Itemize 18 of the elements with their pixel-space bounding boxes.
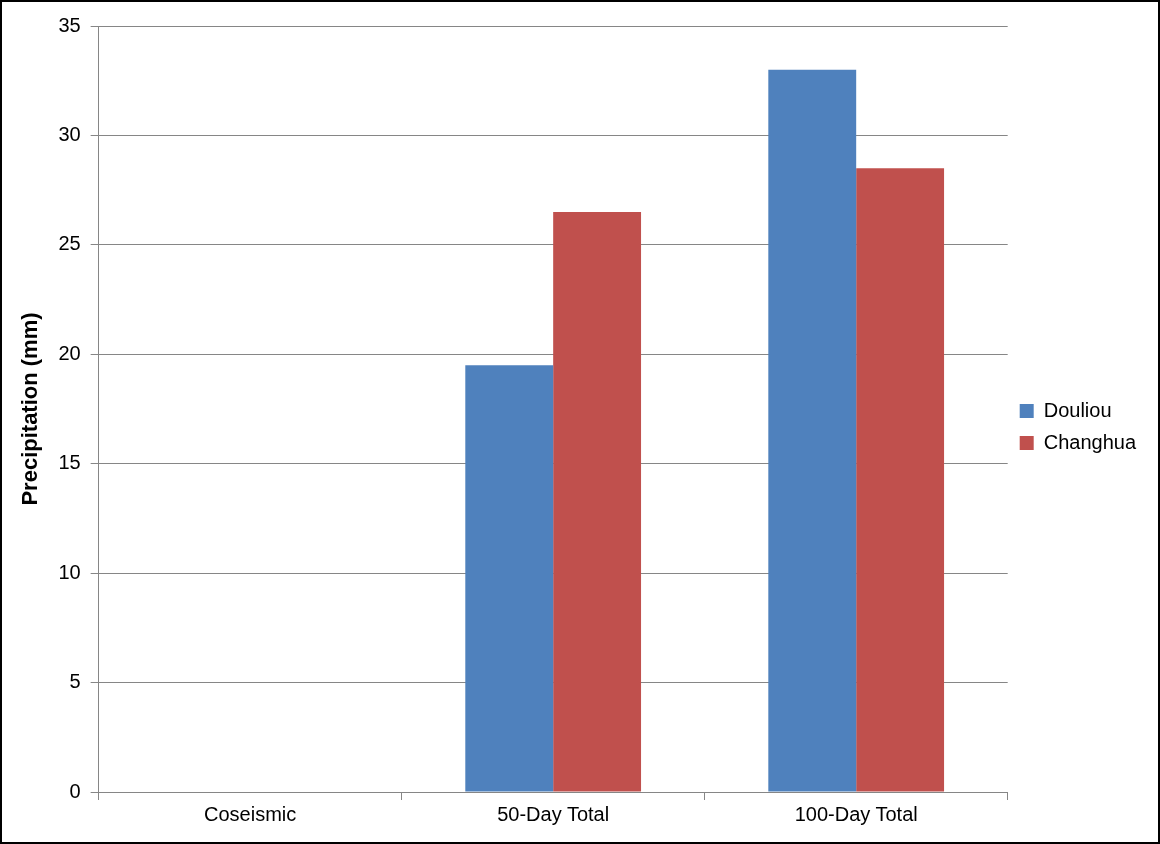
y-axis-title: Precipitation (mm) xyxy=(17,312,43,506)
y-tick-label: 15 xyxy=(58,451,81,474)
y-tick-label: 35 xyxy=(58,13,81,36)
bar xyxy=(856,168,945,792)
y-tick-label: 20 xyxy=(58,341,81,364)
bar xyxy=(768,69,857,792)
y-tick-label: 25 xyxy=(58,232,81,255)
y-tick-label: 30 xyxy=(58,122,81,145)
bar xyxy=(465,365,554,792)
bar xyxy=(553,212,642,792)
y-tick-label: 5 xyxy=(69,670,81,693)
x-tick-label: Coseismic xyxy=(204,802,297,825)
legend-label: Douliou xyxy=(1043,398,1112,421)
x-tick-label: 100-Day Total xyxy=(794,802,918,825)
y-tick-label: 10 xyxy=(58,560,81,583)
y-tick-label: 0 xyxy=(69,779,81,802)
legend-label: Changhua xyxy=(1043,430,1137,453)
x-tick-label: 50-Day Total xyxy=(497,802,610,825)
